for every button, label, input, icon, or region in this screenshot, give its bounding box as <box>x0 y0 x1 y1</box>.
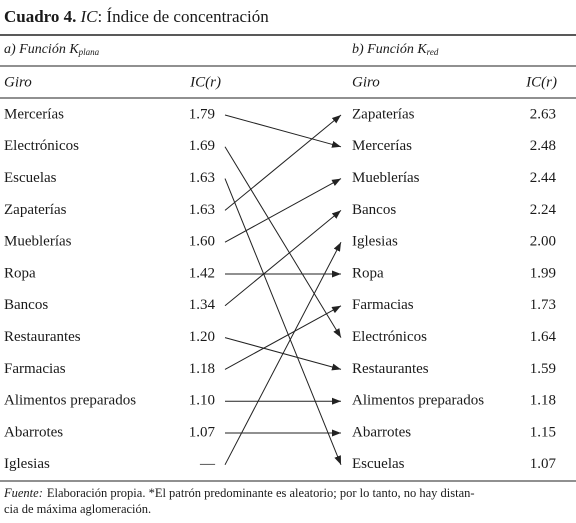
row-name: Mercerías <box>4 106 64 122</box>
arrow <box>224 305 342 370</box>
footnote-line: Elaboración propia. *El patrón predomina… <box>47 486 475 500</box>
footnote-source: Fuente: <box>3 486 43 500</box>
row-value: 1.59 <box>530 361 556 377</box>
column-header: IC(r) <box>525 74 557 90</box>
row-name: Farmacias <box>352 297 414 313</box>
title-ic: IC <box>79 7 98 26</box>
row-name: Abarrotes <box>352 424 411 440</box>
row-value: 1.18 <box>189 361 215 377</box>
row-value: 2.00 <box>530 234 556 250</box>
row-value: 1.63 <box>189 170 215 186</box>
row-value: 1.07 <box>530 456 557 472</box>
row-name: Farmacias <box>4 361 66 377</box>
row-value: 1.42 <box>189 265 215 281</box>
row-name: Restaurantes <box>4 329 81 345</box>
arrow <box>224 114 342 211</box>
row-value: 2.48 <box>530 138 556 154</box>
arrow <box>224 241 342 466</box>
row-name: Mercerías <box>352 138 412 154</box>
row-value: 2.63 <box>530 106 556 122</box>
column-header: IC(r) <box>189 74 221 90</box>
row-value: 1.07 <box>189 424 216 440</box>
row-name: Iglesias <box>4 456 50 472</box>
heading-sub: plana <box>78 47 100 57</box>
row-name: Escuelas <box>4 170 57 186</box>
row-name: Iglesias <box>352 234 398 250</box>
row-value: 1.60 <box>189 234 215 250</box>
row-value: 1.18 <box>530 393 556 409</box>
table-body: Mercerías 1.79 Electrónicos 1.69 Escuelas 1.6… <box>4 106 557 472</box>
row-name: Mueblerías <box>4 234 72 250</box>
heading-text: a) Función K <box>4 42 79 57</box>
row-name: Restaurantes <box>352 361 429 377</box>
row-name: Electrónicos <box>352 329 427 345</box>
row-name: Abarrotes <box>4 424 63 440</box>
arrow <box>224 210 342 307</box>
row-name: Bancos <box>4 297 48 313</box>
footnote-line: cia de máxima aglomeración. <box>4 502 151 516</box>
arrow <box>224 114 342 148</box>
row-name: Mueblerías <box>352 170 420 186</box>
row-value: 1.20 <box>189 329 215 345</box>
row-value: 2.24 <box>530 202 557 218</box>
row-value: 1.73 <box>530 297 556 313</box>
column-header: Giro <box>4 74 32 90</box>
right-heading: b) Función Kred <box>352 42 439 57</box>
row-value: 1.10 <box>189 393 215 409</box>
row-name: Ropa <box>352 265 384 281</box>
row-value: 1.34 <box>189 297 216 313</box>
row-value: — <box>199 456 216 472</box>
heading-sub: red <box>427 47 439 57</box>
title: Cuadro 4. IC: Índice de concentración <box>4 7 269 26</box>
arrow <box>224 178 342 465</box>
row-name: Zapaterías <box>352 106 415 122</box>
heading-text: b) Función K <box>352 42 427 57</box>
row-name: Alimentos preparados <box>352 393 484 409</box>
title-text: : Índice de concentración <box>97 7 269 26</box>
row-name: Bancos <box>352 202 396 218</box>
arrow <box>224 146 342 338</box>
left-heading: a) Función Kplana <box>4 42 100 57</box>
row-value: 2.44 <box>530 170 557 186</box>
footnote: Fuente: Elaboración propia. *El patrón pr… <box>3 486 475 500</box>
row-value: 1.99 <box>530 265 556 281</box>
title-label: Cuadro 4. <box>4 7 76 26</box>
row-name: Ropa <box>4 265 36 281</box>
row-value: 1.64 <box>530 329 557 345</box>
row-name: Electrónicos <box>4 138 79 154</box>
row-value: 1.15 <box>530 424 556 440</box>
row-name: Escuelas <box>352 456 405 472</box>
column-header: Giro <box>352 74 380 90</box>
row-name: Alimentos preparados <box>4 393 136 409</box>
arrow <box>224 178 342 243</box>
row-value: 1.69 <box>189 138 215 154</box>
row-value: 1.63 <box>189 202 215 218</box>
row-name: Zapaterías <box>4 202 67 218</box>
row-value: 1.79 <box>189 106 215 122</box>
